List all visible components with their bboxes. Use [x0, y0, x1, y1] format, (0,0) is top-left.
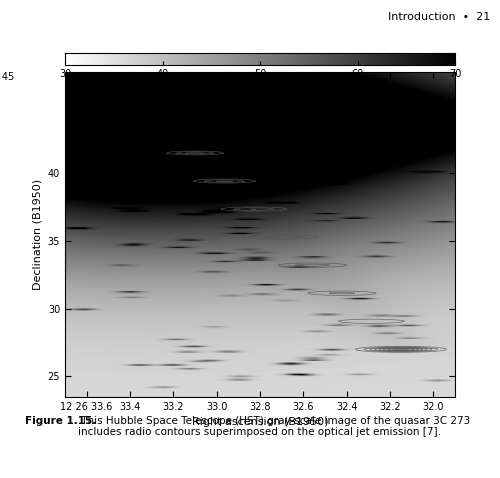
Text: Introduction  •  21: Introduction • 21: [388, 12, 490, 22]
Y-axis label: Declination (B1950): Declination (B1950): [32, 179, 42, 290]
X-axis label: Right ascension (B1950): Right ascension (B1950): [192, 417, 328, 427]
Text: This Hubble Space Telescope (HST) gray-scale image of the quasar 3C 273
includes: This Hubble Space Telescope (HST) gray-s…: [78, 416, 470, 437]
Text: 02 19 45: 02 19 45: [0, 72, 14, 82]
Text: Figure 1.15.: Figure 1.15.: [25, 416, 96, 426]
